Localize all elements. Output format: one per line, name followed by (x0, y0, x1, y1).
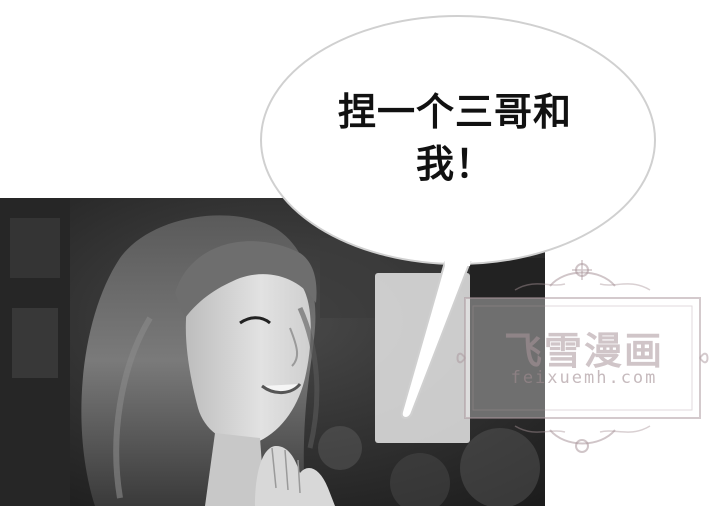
watermark: 飞雪漫画 feixuemh.com (455, 258, 710, 458)
watermark-url: feixuemh.com (510, 368, 658, 388)
speech-line-2: 我！ (415, 142, 494, 186)
speech-line-1: 捏一个三哥和 (337, 90, 572, 134)
speech-bubble-text: 捏一个三哥和 我！ (300, 86, 610, 190)
watermark-title: 飞雪漫画 (503, 329, 664, 373)
watermark-frame-icon (456, 260, 709, 453)
